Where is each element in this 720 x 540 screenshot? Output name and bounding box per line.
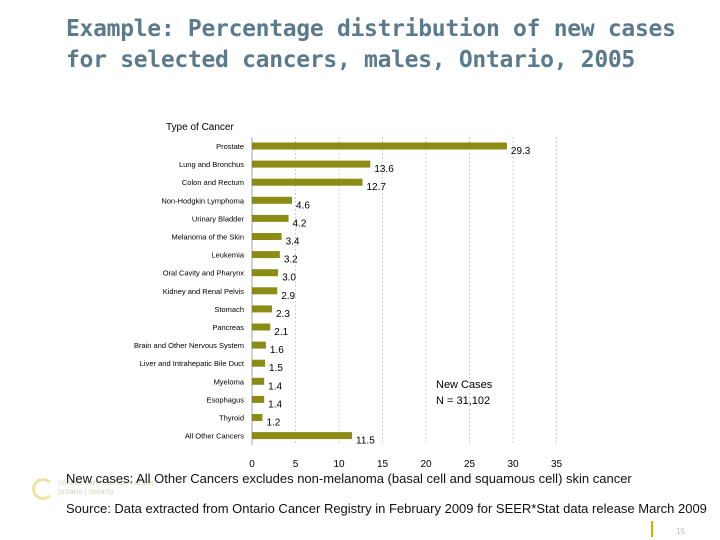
category-label: Brain and Other Nervous System	[134, 341, 244, 350]
annotation-n-total: N = 31,102	[436, 395, 490, 407]
value-label: 1.6	[270, 345, 284, 356]
value-label: 4.2	[293, 218, 307, 229]
category-label: All Other Cancers	[185, 432, 244, 441]
logo-swirl-icon	[32, 478, 54, 500]
category-label: Liver and Intrahepatic Bile Duct	[140, 359, 245, 368]
category-label: Pancreas	[212, 323, 244, 332]
bars-group: Prostate 29.3 Lung and Bronchus 13.6 Colon a…	[134, 142, 531, 447]
value-label: 11.5	[356, 436, 375, 447]
bar	[252, 377, 265, 385]
category-label: Non-Hodgkin Lymphoma	[161, 196, 245, 205]
value-label: 13.6	[374, 164, 394, 175]
bar-chart: Type of Cancer Prostate 29.3 Lung and Bron…	[134, 122, 563, 470]
category-label: Colon and Rectum	[182, 178, 244, 187]
category-axis-title: Type of Cancer	[166, 122, 234, 133]
bar	[252, 233, 282, 240]
value-label: 4.6	[296, 200, 310, 211]
footnote: New cases: All Other Cancers excludes no…	[66, 471, 632, 486]
bar	[252, 414, 263, 421]
bar	[252, 178, 363, 186]
x-tick-label: 25	[464, 459, 476, 470]
value-label: 1.4	[268, 381, 282, 392]
bar	[252, 395, 265, 403]
bar	[252, 251, 280, 259]
category-label: Myeloma	[214, 377, 245, 386]
value-label: 1.5	[269, 363, 283, 374]
source-note: Source: Data extracted from Ontario Canc…	[66, 501, 707, 516]
bar	[252, 196, 293, 204]
gridlines	[295, 137, 557, 445]
category-label: Lung and Bronchus	[179, 160, 244, 169]
bar	[252, 287, 278, 295]
bar	[252, 341, 266, 349]
value-label: 3.2	[284, 255, 298, 266]
category-label: Kidney and Renal Pelvis	[163, 287, 245, 296]
value-label: 3.4	[286, 237, 300, 248]
x-tick-label: 5	[293, 459, 299, 470]
category-label: Urinary Bladder	[192, 214, 245, 223]
value-label: 2.1	[274, 327, 288, 338]
category-label: Melanoma of the Skin	[171, 233, 244, 242]
bar	[252, 160, 371, 168]
category-label: Leukemia	[211, 251, 244, 260]
category-label: Prostate	[216, 142, 244, 151]
value-label: 29.3	[511, 146, 531, 157]
page-divider	[651, 521, 653, 537]
bar	[252, 269, 279, 277]
bar	[252, 359, 266, 367]
x-tick-label: 30	[507, 459, 519, 470]
category-label: Esophagus	[206, 395, 244, 404]
x-tick-label: 20	[420, 459, 432, 470]
category-label: Stomach	[214, 305, 244, 314]
value-label: 12.7	[366, 182, 386, 193]
annotation-new-cases: New Cases	[436, 379, 493, 391]
x-tick-label: 15	[377, 459, 389, 470]
value-label: 3.0	[282, 273, 296, 284]
x-tick-label: 10	[333, 459, 345, 470]
value-label: 2.3	[276, 309, 290, 320]
cancer-care-ontario-logo: cancer care | action cancer ontario | on…	[32, 476, 154, 506]
slide-title: Example: Percentage distribution of new …	[66, 16, 676, 73]
value-label: 1.2	[266, 418, 280, 429]
bar	[252, 305, 273, 313]
bar	[252, 323, 271, 331]
value-label: 2.9	[281, 291, 295, 302]
category-label: Thyroid	[219, 414, 244, 423]
x-tick-label: 35	[551, 459, 563, 470]
category-label: Oral Cavity and Pharynx	[163, 269, 245, 278]
x-axis-ticks: 0 5 10 15 20 25 30 35	[249, 459, 562, 470]
x-tick-label: 0	[249, 459, 255, 470]
bar	[252, 214, 289, 222]
value-label: 1.4	[268, 399, 282, 410]
logo-text: cancer care | action cancer ontario | on…	[58, 478, 154, 496]
bar	[252, 142, 507, 150]
bar	[252, 432, 353, 440]
page-number: 15	[676, 527, 685, 536]
